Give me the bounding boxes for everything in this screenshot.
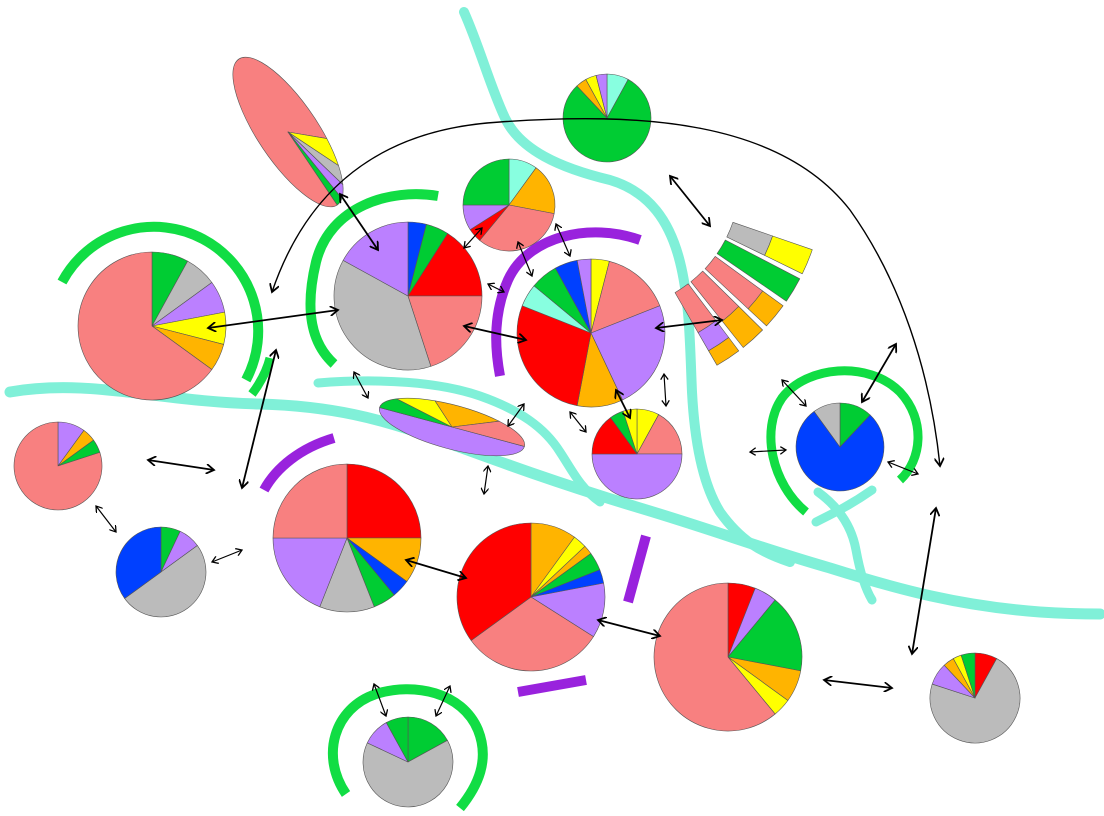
pie-top-small-slice-orange xyxy=(508,167,556,214)
purple-bar-bottom xyxy=(517,675,587,697)
pie-mid-left xyxy=(272,463,422,613)
fan-stack-col-4-yellow xyxy=(764,235,813,275)
link-center-to-small xyxy=(616,390,630,418)
river-north-branch xyxy=(459,7,795,567)
link-ellipse-to-upper-pie xyxy=(340,194,378,250)
pie-left-large xyxy=(77,251,227,401)
link-left-to-upper-pie xyxy=(208,310,338,328)
link-blue-ring-left xyxy=(750,450,786,452)
link-ring-to-ellipse xyxy=(354,372,368,398)
pie-far-right xyxy=(929,652,1021,744)
pie-blue-ring xyxy=(795,402,885,492)
link-top-small-to-upper xyxy=(464,228,482,248)
pie-top-small-slice-green xyxy=(462,158,510,206)
pie-left-large-slice-salmon xyxy=(77,251,213,401)
river-east-fork xyxy=(811,485,877,527)
link-top-right-to-fan xyxy=(670,176,710,226)
link-blue-ring-up xyxy=(862,344,896,402)
pie-left-blue xyxy=(115,526,207,618)
link-bottom-ring-left xyxy=(374,684,386,716)
pie-far-left-slice-salmon xyxy=(13,421,103,511)
pie-bottom-small xyxy=(362,716,454,808)
pie-far-left xyxy=(13,421,103,511)
link-left-horizontal xyxy=(148,460,214,470)
link-center-small-right xyxy=(664,374,666,406)
pie-layer xyxy=(13,42,1021,808)
link-center-to-fan xyxy=(656,320,722,328)
pie-bottom-right-large xyxy=(653,582,803,732)
pie-center-small xyxy=(591,408,683,500)
link-short-upper-center xyxy=(488,284,504,292)
pie-bottom-small-slice-green xyxy=(386,716,409,763)
pie-mid-center xyxy=(456,522,606,672)
purple-bar-right xyxy=(623,534,651,604)
pie-mid-left-slice-red xyxy=(346,463,422,539)
pie-center xyxy=(516,258,666,408)
pie-bottom-small-slice-gray xyxy=(362,740,454,808)
pie-top-right xyxy=(562,73,652,163)
link-blue-ring-upper-left xyxy=(782,380,806,406)
river-east-branch xyxy=(813,487,877,605)
link-vertical-left xyxy=(242,350,276,488)
pie-mid-left-slice-salmon xyxy=(272,463,348,539)
green-ring-bottom xyxy=(327,684,488,812)
link-right-vertical xyxy=(912,508,936,654)
link-center-small-left xyxy=(570,412,586,432)
pie-mid-center-slice-salmon xyxy=(470,596,594,672)
pie-bottom-small-slice-green xyxy=(407,716,448,763)
link-right-large-to-far xyxy=(824,680,892,688)
pie-top-right-slice-green xyxy=(562,79,652,163)
link-mid-pies xyxy=(406,560,466,578)
pie-top-right-slice-purple xyxy=(595,73,608,119)
pie-top-small xyxy=(462,158,556,252)
link-upper-pie-to-center xyxy=(464,326,526,340)
pie-far-right-slice-gray xyxy=(929,658,1021,744)
pie-mid-left-slice-purple xyxy=(272,537,348,608)
link-upper-center-2 xyxy=(518,242,532,276)
pie-bottom-right-large-slice-salmon xyxy=(653,582,776,732)
pie-upper-center xyxy=(333,221,483,371)
link-far-left-down xyxy=(96,506,116,532)
link-ellipse-down xyxy=(484,466,488,494)
fan-stack xyxy=(674,222,813,366)
green-ring-left xyxy=(57,221,264,383)
ellipse-center-left xyxy=(374,386,530,467)
link-top-small-to-center xyxy=(556,224,570,256)
ellipse-top-left-slice-salmon xyxy=(214,42,362,221)
link-blue-ring-right xyxy=(888,462,918,474)
link-bottom-ring-right xyxy=(436,686,450,716)
pie-left-blue-slice-blue xyxy=(115,526,162,599)
long-curve-link xyxy=(272,117,940,466)
pie-far-right-slice-green xyxy=(960,652,976,699)
pie-bottom-right-large-slice-green xyxy=(727,599,803,672)
link-mid-to-right-large xyxy=(598,620,660,636)
link-ellipse-to-center xyxy=(508,404,524,426)
pie-left-blue-slice-gray xyxy=(124,545,207,618)
link-layer xyxy=(96,117,940,716)
ellipse-top-left xyxy=(214,42,362,221)
link-blue-pie-right xyxy=(212,550,242,562)
